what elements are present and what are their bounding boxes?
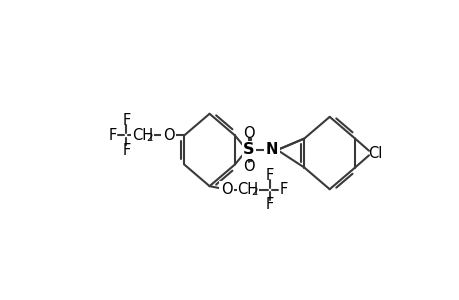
Text: Cl: Cl: [367, 146, 381, 160]
Text: F: F: [108, 128, 117, 143]
Text: O: O: [242, 159, 254, 174]
Text: O: O: [162, 128, 174, 143]
Text: 2: 2: [146, 133, 152, 143]
Text: O: O: [220, 182, 232, 197]
Text: F: F: [279, 182, 287, 197]
Text: O: O: [242, 125, 254, 140]
Text: F: F: [122, 142, 130, 158]
Text: N: N: [265, 142, 278, 158]
Text: CH: CH: [237, 182, 258, 197]
Text: F: F: [122, 113, 130, 128]
Text: 2: 2: [251, 187, 258, 197]
Text: CH: CH: [132, 128, 153, 143]
Text: F: F: [265, 168, 273, 183]
Text: S: S: [242, 142, 254, 158]
Text: F: F: [265, 197, 273, 212]
